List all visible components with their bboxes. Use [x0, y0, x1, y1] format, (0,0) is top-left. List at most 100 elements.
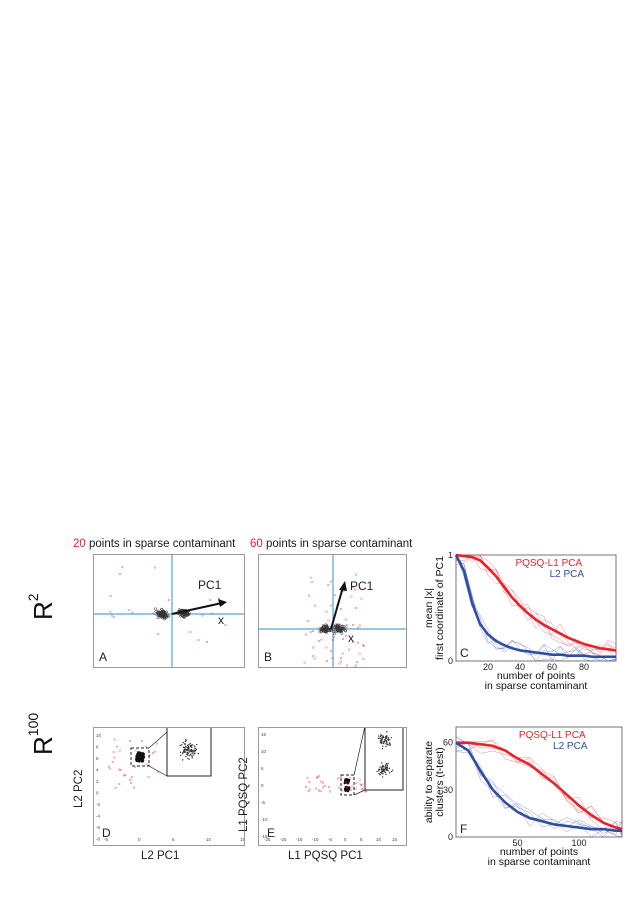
- outlier-point: o: [315, 785, 318, 790]
- inset-point: [184, 751, 186, 754]
- outlier-point: o: [352, 622, 355, 627]
- outlier-point: o: [206, 639, 209, 644]
- inset-point: [392, 769, 394, 771]
- row-label-r100-exp: 100: [25, 712, 42, 737]
- inset-point: [378, 735, 380, 737]
- x-tick-label: -20: [280, 837, 287, 842]
- inset-point: [377, 737, 380, 740]
- outlier-point: o: [337, 776, 340, 781]
- outlier-point: o: [345, 616, 348, 621]
- outlier-point: o: [348, 647, 351, 652]
- inset-point: [384, 736, 387, 739]
- panel-e-xlabel: L1 PQSQ PC1: [288, 850, 363, 862]
- panel-e-ylabel: L1 PQSQ PC2: [238, 757, 250, 832]
- y-axis-label-2: clusters (t-test): [434, 747, 446, 816]
- scatter-point: [334, 624, 338, 628]
- outlier-point: o: [135, 747, 138, 752]
- panel-d-zoom-line-1: [148, 731, 168, 749]
- outlier-point: o: [331, 655, 334, 660]
- inset-point: [196, 743, 198, 746]
- inset-point: [186, 748, 189, 750]
- x-axis-label-2: in sparse contaminant: [488, 856, 591, 868]
- x-tick-label: 0: [344, 837, 347, 842]
- inset-point: [385, 773, 387, 776]
- outlier-point: o: [131, 774, 134, 779]
- outlier-point: o: [318, 638, 321, 643]
- outlier-point: o: [346, 663, 349, 667]
- outlier-point: o: [312, 653, 315, 658]
- outlier-point: o: [128, 607, 131, 612]
- outlier-point: o: [147, 774, 150, 779]
- inset-point: [385, 745, 387, 748]
- outlier-point: o: [325, 609, 328, 614]
- scatter-point: [186, 612, 190, 616]
- panel-b-points: [318, 623, 348, 636]
- series-trial-line: [455, 736, 623, 838]
- inset-point: [179, 744, 182, 747]
- inset-point: [382, 735, 384, 738]
- outlier-point: o: [119, 571, 122, 576]
- inset-point: [385, 738, 387, 740]
- x-tick-label: 0: [138, 837, 141, 842]
- inset-point: [383, 768, 385, 770]
- outlier-point: o: [361, 781, 364, 786]
- inset-point: [381, 737, 383, 739]
- panel-d-inset-points: [179, 739, 199, 761]
- inset-point: [381, 734, 383, 737]
- inset-point: [386, 741, 388, 744]
- y-tick-label: -2: [96, 802, 100, 807]
- outlier-point: o: [359, 622, 362, 627]
- legend-entry: PQSQ-L1 PCA: [515, 558, 582, 569]
- outlier-point: o: [307, 788, 310, 793]
- x-tick-label: 80: [579, 662, 589, 672]
- outlier-point: o: [148, 753, 151, 758]
- inset-point: [187, 745, 190, 748]
- inset-point: [191, 755, 193, 758]
- x-tick-label: 60: [547, 662, 557, 672]
- outlier-point: o: [147, 762, 150, 767]
- outlier-point: o: [338, 784, 341, 789]
- row-label-r2: R2: [25, 593, 59, 620]
- outlier-point: o: [365, 788, 368, 793]
- inset-point: [181, 752, 184, 755]
- y-tick-label: 5: [261, 766, 264, 771]
- inset-point: [190, 754, 192, 757]
- outlier-point: o: [320, 788, 323, 793]
- outlier-point: o: [329, 788, 332, 793]
- outlier-point: o: [109, 593, 112, 598]
- outlier-point: o: [340, 606, 343, 611]
- outlier-point: o: [123, 773, 126, 778]
- scatter-point: [138, 757, 142, 761]
- inset-point: [184, 739, 187, 741]
- outlier-point: o: [324, 783, 327, 788]
- inset-point: [182, 746, 185, 749]
- outlier-point: o: [316, 774, 319, 779]
- y-tick-label: -10: [261, 817, 268, 822]
- outlier-point: o: [308, 779, 311, 784]
- inset-point: [194, 752, 196, 754]
- outlier-point: o: [327, 617, 330, 622]
- series-line: [454, 554, 616, 659]
- inset-point: [379, 766, 381, 768]
- series-line: [456, 741, 623, 831]
- outlier-point: o: [350, 787, 353, 792]
- x-tick-label: -5: [328, 837, 332, 842]
- panel-d-zoom-line-2: [148, 765, 168, 777]
- y-tick-label: -5: [261, 800, 265, 805]
- inset-point: [184, 740, 187, 743]
- inset-point: [380, 742, 383, 744]
- outlier-point: o: [355, 662, 358, 667]
- outlier-point: o: [113, 749, 116, 754]
- outlier-point: o: [345, 633, 348, 638]
- scatter-point: [136, 752, 140, 756]
- x-tick-label: 100: [571, 838, 586, 848]
- y-axis-label: mean |x|: [423, 588, 435, 628]
- x-tick-label: -5: [104, 837, 108, 842]
- panel-c: 20 40 60 80 1 0 PQSQ-L1 PCA L2 PCA number of poi…: [420, 550, 620, 692]
- scatter-point: [340, 631, 344, 635]
- outlier-point: o: [330, 603, 333, 608]
- row-label-r2-base: R: [28, 601, 58, 620]
